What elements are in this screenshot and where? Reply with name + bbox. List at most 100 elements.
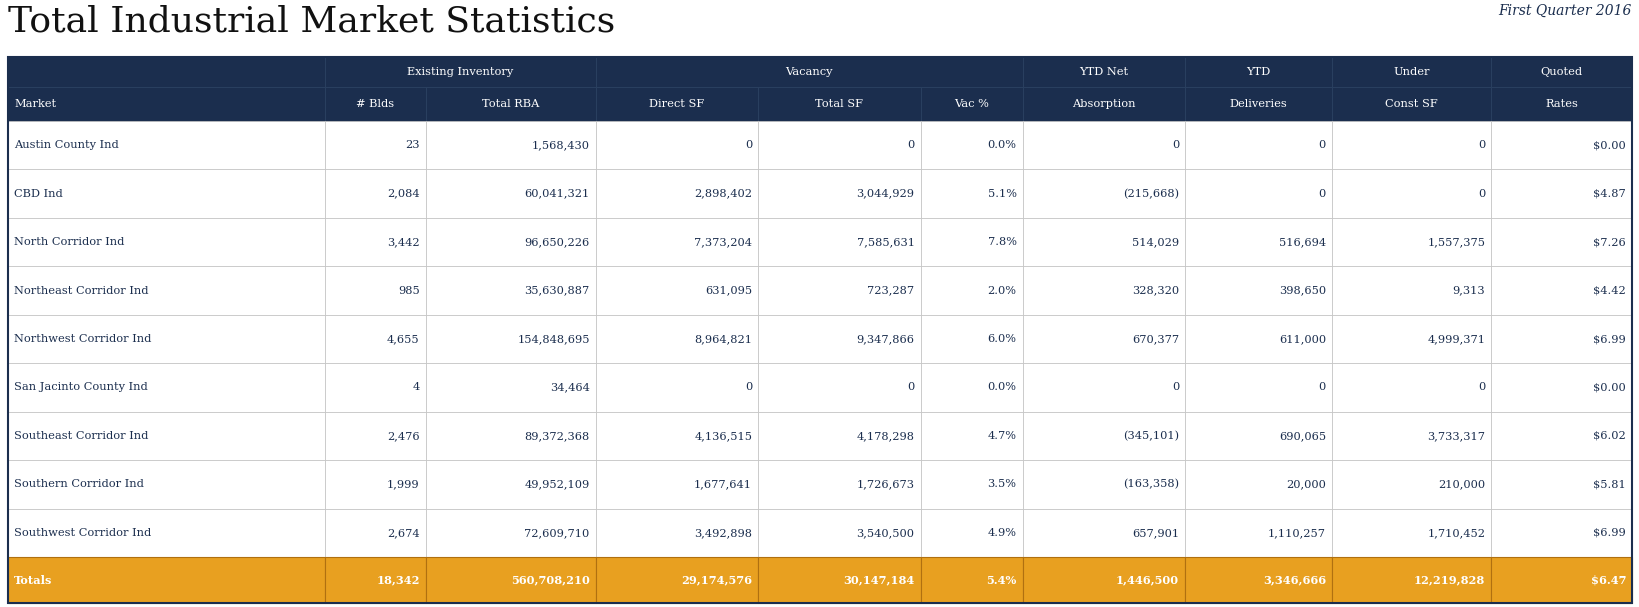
Text: Total Industrial Market Statistics: Total Industrial Market Statistics [8, 4, 615, 38]
Bar [757, 509, 919, 557]
Text: 1,446,500: 1,446,500 [1115, 574, 1178, 586]
Text: 0.0%: 0.0% [987, 382, 1016, 393]
Text: Rates: Rates [1544, 99, 1577, 109]
Text: Vacancy: Vacancy [785, 67, 833, 77]
Bar [595, 460, 757, 509]
Text: Southern Corridor Ind: Southern Corridor Ind [15, 480, 144, 489]
Text: Total SF: Total SF [815, 99, 862, 109]
Text: 0: 0 [1477, 189, 1485, 198]
Bar [919, 169, 1023, 218]
Text: 690,065: 690,065 [1278, 431, 1326, 441]
Text: 398,650: 398,650 [1278, 285, 1326, 296]
Bar [595, 363, 757, 412]
Bar [325, 57, 595, 87]
Bar [1331, 412, 1490, 460]
Text: Northeast Corridor Ind: Northeast Corridor Ind [15, 285, 149, 296]
Text: Existing Inventory: Existing Inventory [406, 67, 513, 77]
Text: North Corridor Ind: North Corridor Ind [15, 237, 125, 247]
Bar [1023, 412, 1185, 460]
Bar [1490, 315, 1631, 363]
Bar [595, 87, 757, 121]
Bar [1331, 315, 1490, 363]
Bar [1023, 557, 1185, 603]
Text: 611,000: 611,000 [1278, 334, 1326, 344]
Bar [8, 315, 325, 363]
Text: 210,000: 210,000 [1437, 480, 1485, 489]
Bar [8, 363, 325, 412]
Bar [8, 87, 325, 121]
Bar [325, 87, 426, 121]
Text: $5.81: $5.81 [1591, 480, 1624, 489]
Text: 2.0%: 2.0% [987, 285, 1016, 296]
Bar [1185, 363, 1331, 412]
Bar [757, 363, 919, 412]
Text: $0.00: $0.00 [1591, 382, 1624, 393]
Bar [1023, 460, 1185, 509]
Bar [1185, 557, 1331, 603]
Bar [325, 412, 426, 460]
Bar [595, 169, 757, 218]
Bar [1185, 121, 1331, 169]
Bar [325, 557, 426, 603]
Bar [8, 57, 325, 87]
Text: 631,095: 631,095 [705, 285, 752, 296]
Text: 35,630,887: 35,630,887 [524, 285, 590, 296]
Text: 514,029: 514,029 [1131, 237, 1178, 247]
Bar [757, 169, 919, 218]
Bar [1331, 509, 1490, 557]
Text: 7,585,631: 7,585,631 [856, 237, 915, 247]
Bar [1023, 315, 1185, 363]
Bar [426, 87, 595, 121]
Bar [919, 363, 1023, 412]
Bar [919, 412, 1023, 460]
Text: 1,557,375: 1,557,375 [1426, 237, 1485, 247]
Bar [426, 57, 595, 87]
Text: (215,668): (215,668) [1123, 189, 1178, 199]
Bar [1331, 266, 1490, 315]
Bar [1023, 363, 1185, 412]
Bar [1490, 169, 1631, 218]
Text: 3,044,929: 3,044,929 [856, 189, 915, 198]
Text: 0: 0 [1170, 140, 1178, 150]
Text: $4.42: $4.42 [1591, 285, 1624, 296]
Bar [1490, 412, 1631, 460]
Text: 0: 0 [744, 382, 752, 393]
Bar [1490, 57, 1631, 87]
Bar [426, 412, 595, 460]
Text: Southwest Corridor Ind: Southwest Corridor Ind [15, 527, 151, 538]
Text: 7,373,204: 7,373,204 [693, 237, 752, 247]
Bar [1023, 509, 1185, 557]
Bar [757, 87, 919, 121]
Bar [1490, 218, 1631, 266]
Bar [426, 169, 595, 218]
Text: San Jacinto County Ind: San Jacinto County Ind [15, 382, 148, 393]
Bar [426, 363, 595, 412]
Bar [1185, 87, 1331, 121]
Text: 0.0%: 0.0% [987, 140, 1016, 150]
Bar [1185, 218, 1331, 266]
Bar [1185, 509, 1331, 557]
Bar [1185, 315, 1331, 363]
Bar [1023, 87, 1185, 121]
Bar [757, 315, 919, 363]
Text: 5.4%: 5.4% [985, 574, 1016, 586]
Bar [1331, 460, 1490, 509]
Bar [8, 509, 325, 557]
Text: 60,041,321: 60,041,321 [524, 189, 590, 198]
Text: $6.47: $6.47 [1590, 574, 1624, 586]
Bar [919, 121, 1023, 169]
Text: 30,147,184: 30,147,184 [842, 574, 915, 586]
Bar [757, 460, 919, 509]
Text: 0: 0 [1318, 189, 1326, 198]
Bar [8, 218, 325, 266]
Text: $7.26: $7.26 [1591, 237, 1624, 247]
Text: $6.99: $6.99 [1591, 334, 1624, 344]
Bar [919, 509, 1023, 557]
Bar [595, 266, 757, 315]
Text: 3,540,500: 3,540,500 [856, 527, 915, 538]
Text: 18,342: 18,342 [375, 574, 420, 586]
Text: (345,101): (345,101) [1123, 431, 1178, 441]
Bar [426, 315, 595, 363]
Text: 3,733,317: 3,733,317 [1426, 431, 1485, 441]
Bar [595, 315, 757, 363]
